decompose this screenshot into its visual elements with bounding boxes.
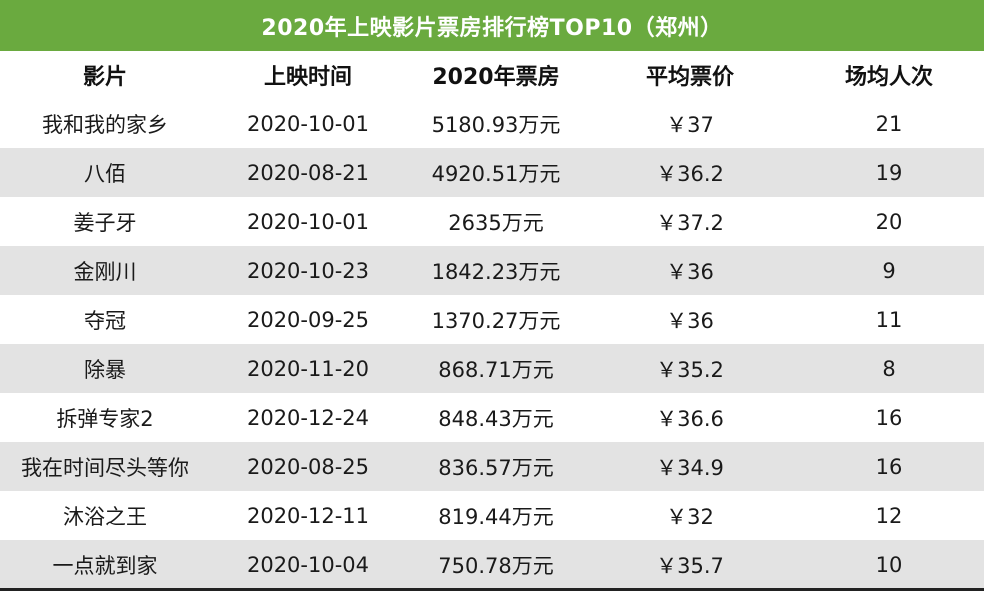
cell-avg-attendance: 21 — [875, 111, 903, 136]
cell-avg-price: ￥36.2 — [656, 161, 724, 186]
table-row: 姜子牙 2020-10-01 2635万元 ￥37.2 20 — [0, 197, 984, 246]
cell-release-date: 2020-11-20 — [246, 356, 370, 381]
cell-box-office: 868.71万元 — [438, 357, 554, 382]
cell-avg-attendance: 12 — [875, 503, 903, 528]
cell-release-date: 2020-08-21 — [246, 160, 370, 185]
cell-avg-price: ￥34.9 — [656, 455, 724, 480]
table-row: 我和我的家乡 2020-10-01 5180.93万元 ￥37 21 — [0, 99, 984, 148]
cell-release-date: 2020-10-23 — [246, 258, 370, 283]
cell-film: 一点就到家 — [52, 553, 158, 578]
cell-avg-attendance: 16 — [875, 454, 903, 479]
header-cell-avg-attendance: 场均人次 — [844, 65, 933, 90]
cell-avg-price: ￥37.2 — [656, 210, 724, 235]
cell-film: 沐浴之王 — [63, 504, 147, 529]
cell-avg-price: ￥32 — [666, 504, 714, 529]
table-header-row: 影片 上映时间 2020年票房 平均票价 场均人次 — [0, 51, 984, 99]
header-cell-avg-price: 平均票价 — [645, 65, 734, 90]
cell-avg-price: ￥36 — [666, 259, 714, 284]
cell-avg-attendance: 16 — [875, 405, 903, 430]
header-cell-film: 影片 — [82, 65, 127, 90]
cell-avg-attendance: 19 — [875, 160, 903, 185]
cell-box-office: 819.44万元 — [438, 504, 554, 529]
cell-release-date: 2020-08-25 — [246, 454, 370, 479]
cell-release-date: 2020-10-01 — [246, 209, 370, 234]
cell-release-date: 2020-10-04 — [246, 552, 370, 577]
cell-film: 拆弹专家2 — [56, 406, 154, 431]
cell-avg-price: ￥37 — [666, 112, 714, 137]
table-row: 夺冠 2020-09-25 1370.27万元 ￥36 11 — [0, 295, 984, 344]
cell-box-office: 1842.23万元 — [431, 259, 561, 284]
cell-box-office: 2635万元 — [448, 210, 544, 235]
table-row: 金刚川 2020-10-23 1842.23万元 ￥36 9 — [0, 246, 984, 295]
cell-release-date: 2020-10-01 — [246, 111, 370, 136]
cell-avg-attendance: 11 — [875, 307, 903, 332]
cell-film: 除暴 — [84, 357, 126, 382]
header-cell-box-office: 2020年票房 — [432, 65, 560, 90]
table-row: 沐浴之王 2020-12-11 819.44万元 ￥32 12 — [0, 491, 984, 540]
cell-film: 夺冠 — [84, 308, 126, 333]
cell-avg-attendance: 9 — [882, 258, 896, 283]
cell-avg-price: ￥36.6 — [656, 406, 724, 431]
cell-avg-price: ￥36 — [666, 308, 714, 333]
table-title: 2020年上映影片票房排行榜TOP10（郑州） — [0, 0, 984, 51]
cell-film: 八佰 — [84, 161, 126, 186]
cell-release-date: 2020-12-11 — [246, 503, 370, 528]
cell-box-office: 5180.93万元 — [431, 112, 561, 137]
cell-avg-price: ￥35.7 — [656, 553, 724, 578]
cell-film: 姜子牙 — [73, 210, 137, 235]
table-row: 我在时间尽头等你 2020-08-25 836.57万元 ￥34.9 16 — [0, 442, 984, 491]
cell-box-office: 4920.51万元 — [431, 161, 561, 186]
cell-film: 我和我的家乡 — [42, 112, 168, 137]
cell-box-office: 750.78万元 — [438, 553, 554, 578]
cell-avg-attendance: 20 — [875, 209, 903, 234]
table-row: 八佰 2020-08-21 4920.51万元 ￥36.2 19 — [0, 148, 984, 197]
table-body: 我和我的家乡 2020-10-01 5180.93万元 ￥37 21 八佰 2020-08-… — [0, 99, 984, 589]
table-row: 除暴 2020-11-20 868.71万元 ￥35.2 8 — [0, 344, 984, 393]
table-row: 一点就到家 2020-10-04 750.78万元 ￥35.7 10 — [0, 540, 984, 589]
table-bottom-border — [0, 588, 984, 591]
cell-box-office: 836.57万元 — [438, 455, 554, 480]
cell-avg-price: ￥35.2 — [656, 357, 724, 382]
cell-avg-attendance: 10 — [875, 552, 903, 577]
table-row: 拆弹专家2 2020-12-24 848.43万元 ￥36.6 16 — [0, 393, 984, 442]
header-cell-release-date: 上映时间 — [263, 65, 352, 90]
cell-release-date: 2020-12-24 — [246, 405, 370, 430]
cell-release-date: 2020-09-25 — [246, 307, 370, 332]
cell-avg-attendance: 8 — [882, 356, 896, 381]
cell-box-office: 848.43万元 — [438, 406, 554, 431]
cell-film: 金刚川 — [73, 259, 137, 284]
cell-film: 我在时间尽头等你 — [21, 455, 189, 480]
cell-box-office: 1370.27万元 — [431, 308, 561, 333]
